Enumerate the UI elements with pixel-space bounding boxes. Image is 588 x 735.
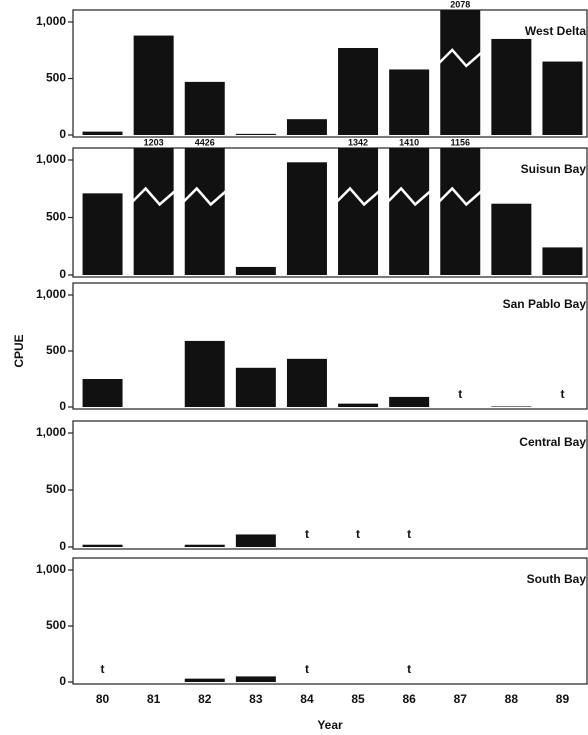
axis-break [181,186,228,207]
bar [82,544,123,547]
panel-frame [72,282,588,410]
y-tick-label: 0 [59,399,66,413]
panel-title: South Bay [527,572,587,586]
value-label: 1156 [450,137,470,147]
y-tick-label: 1,000 [36,287,66,301]
y-tick-label: 1,000 [36,562,66,576]
panel-title: Central Bay [519,435,586,449]
x-tick-label: 87 [454,692,468,706]
bar [235,676,276,682]
y-tick-label: 500 [46,71,66,85]
bar [491,38,532,136]
bar [542,247,583,275]
bar [389,396,430,407]
bar [235,534,276,547]
bar [440,10,481,135]
y-tick-label: 500 [46,210,66,224]
y-tick-label: 500 [46,618,66,632]
x-tick-label: 84 [300,692,314,706]
bar [542,61,583,135]
y-tick-label: 1,000 [36,152,66,166]
bar [338,148,379,275]
bar [491,203,532,275]
bar [338,47,379,135]
panel-frame [72,420,588,550]
panel-frame [72,9,588,138]
bar [184,340,225,407]
value-label: t [101,662,105,676]
y-tick-label: 500 [46,482,66,496]
axis-break [437,186,484,207]
bar [491,406,532,407]
y-tick-label: 1,000 [36,14,66,28]
y-tick-label: 0 [59,127,66,141]
panel-title: West Delta [525,24,586,38]
value-label: 4426 [195,137,215,147]
bar [82,379,123,407]
y-tick-label: 1,000 [36,425,66,439]
y-tick-label: 0 [59,674,66,688]
value-label: 1203 [144,137,164,147]
bar [286,119,327,135]
axis-break [335,186,381,207]
bar [440,148,481,275]
value-label: 1342 [348,137,368,147]
x-axis-label: Year [317,718,343,732]
bar [235,133,276,135]
x-tick-label: 80 [96,692,110,706]
bar [235,367,276,407]
bar [184,544,225,547]
bar [338,403,379,407]
value-label: t [305,662,309,676]
x-tick-label: 81 [147,692,161,706]
bar [133,148,174,275]
y-tick-label: 0 [59,267,66,281]
panel-frame [72,147,588,278]
x-tick-label: 82 [198,692,212,706]
value-label: t [407,527,411,541]
x-tick-label: 83 [249,692,263,706]
bar [184,678,225,682]
axis-break [386,186,432,207]
bar [184,81,225,135]
value-label: t [356,527,360,541]
panel-frame [72,557,588,685]
bar [389,148,430,275]
bar [235,266,276,275]
value-label: t [560,387,564,401]
bar [82,131,123,135]
y-tick-label: 0 [59,539,66,553]
axis-break [130,186,177,207]
y-tick-label: 500 [46,343,66,357]
value-label: t [458,387,462,401]
value-label: t [305,527,309,541]
x-tick-label: 89 [556,692,570,706]
y-axis-label: CPUE [12,334,26,367]
x-tick-label: 85 [351,692,365,706]
value-label: 2078 [450,0,470,9]
bar [286,162,327,275]
bar [133,35,174,136]
bar [184,148,225,275]
bar [286,358,327,407]
panel-title: Suisun Bay [521,162,587,176]
panel-title: San Pablo Bay [503,297,587,311]
value-label: 1410 [399,137,419,147]
x-tick-label: 88 [505,692,519,706]
axis-break [437,48,484,68]
bar [82,193,123,275]
bar [389,69,430,135]
value-label: t [407,662,411,676]
x-tick-label: 86 [402,692,416,706]
